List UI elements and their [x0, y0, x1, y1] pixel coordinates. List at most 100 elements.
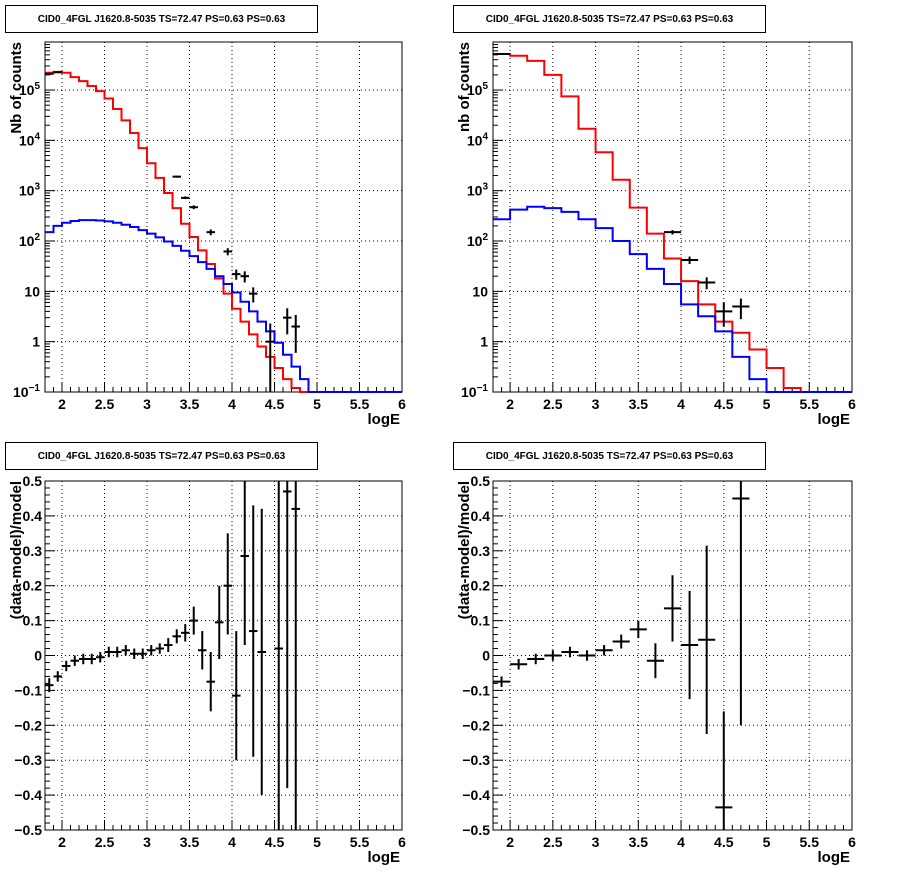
y-tick-label: 0.2 [23, 578, 43, 594]
y-tick-label: 10 [472, 283, 488, 299]
x-tick-label: 6 [398, 396, 406, 412]
x-tick-label: 2.5 [543, 396, 563, 412]
x-tick-label: 3 [143, 396, 151, 412]
x-axis-label: logE [818, 849, 851, 866]
x-tick-label: 4 [228, 396, 236, 412]
data-point [249, 287, 258, 303]
data-point [45, 678, 54, 693]
data-point [147, 645, 156, 656]
data-point [130, 648, 139, 659]
x-tick-label: 5.5 [800, 396, 820, 412]
data-point [283, 308, 292, 335]
y-tick-label: −0.2 [462, 717, 490, 733]
y-tick-label: 105 [19, 81, 41, 98]
data-point [698, 277, 716, 290]
data-point [595, 645, 613, 656]
y-tick-label: 103 [19, 182, 41, 199]
data-point [172, 629, 181, 644]
data-point [104, 646, 113, 658]
data-point [257, 508, 266, 796]
y-tick-label: 10−1 [13, 383, 40, 400]
plot-frame [44, 480, 403, 831]
data-point [612, 634, 630, 649]
y-tick-label: 0.4 [23, 508, 43, 524]
x-tick-label: 5 [313, 396, 321, 412]
y-axis-label: nb of counts [456, 42, 473, 132]
data-point [215, 585, 224, 659]
y-tick-label: 0 [34, 648, 42, 664]
data-point [232, 631, 241, 761]
data-point [223, 248, 232, 256]
data-point [172, 175, 181, 178]
y-tick-label: −0.1 [462, 682, 490, 698]
y-tick-label: −0.5 [462, 822, 490, 838]
data-point [181, 196, 190, 200]
y-tick-label: 104 [467, 131, 489, 148]
data-point [232, 269, 241, 280]
y-tick-label: 0.3 [23, 543, 43, 559]
data-point [715, 711, 733, 830]
y-tick-label: 0 [482, 648, 490, 664]
x-tick-label: 2 [506, 396, 514, 412]
x-tick-label: 3.5 [180, 396, 200, 412]
x-tick-label: 4.5 [265, 834, 285, 850]
x-tick-label: 2 [58, 834, 66, 850]
x-tick-label: 4 [677, 834, 685, 850]
chart-title-bottom-left: CID0_4FGL J1620.8-5035 TS=72.47 PS=0.63 … [5, 442, 318, 470]
data-point [544, 650, 562, 661]
data-point [578, 650, 596, 661]
y-tick-label: 0.2 [471, 578, 491, 594]
data-point [510, 658, 528, 670]
x-tick-label: 5 [763, 396, 771, 412]
y-tick-label: 0.1 [23, 613, 43, 629]
y-tick-label: −0.1 [14, 682, 42, 698]
y-tick-label: 1 [32, 334, 40, 350]
data-point [629, 620, 647, 639]
plot-frame [492, 41, 853, 393]
plot-frame [44, 41, 403, 393]
x-tick-label: 2.5 [95, 834, 115, 850]
data-point [561, 646, 579, 658]
y-tick-label: 10 [24, 283, 40, 299]
data-point [681, 590, 699, 700]
data-point [291, 481, 300, 830]
y-tick-label: −0.5 [14, 822, 42, 838]
data-point [663, 575, 682, 642]
data-point [223, 533, 232, 635]
data-point [663, 230, 682, 235]
y-tick-label: −0.4 [14, 787, 42, 803]
data-point [493, 676, 511, 687]
y-tick-label: 105 [467, 81, 489, 98]
x-axis-label: logE [368, 849, 401, 866]
data-point [138, 648, 147, 659]
y-tick-label: −0.2 [14, 717, 42, 733]
x-tick-label: 2 [506, 834, 514, 850]
source-model-histogram [45, 219, 402, 393]
x-axis-label: logE [818, 411, 851, 428]
data-point [53, 671, 62, 682]
data-point [527, 653, 545, 665]
data-point [79, 653, 88, 665]
x-tick-label: 2 [58, 396, 66, 412]
data-point [283, 481, 292, 789]
y-tick-label: −0.4 [462, 787, 490, 803]
chart-title-top-right: CID0_4FGL J1620.8-5035 TS=72.47 PS=0.63 … [453, 5, 766, 33]
x-tick-label: 5 [313, 834, 321, 850]
data-point [646, 643, 664, 679]
data-point [240, 481, 249, 646]
x-axis-label: logE [368, 411, 401, 428]
x-tick-label: 4 [677, 396, 685, 412]
y-tick-label: 0.3 [471, 543, 491, 559]
y-tick-label: 0.1 [471, 613, 491, 629]
x-tick-label: 3.5 [629, 396, 649, 412]
data-point [164, 638, 173, 653]
data-point [240, 271, 249, 283]
x-tick-label: 5.5 [800, 834, 820, 850]
data-point [274, 481, 283, 830]
x-tick-label: 5.5 [350, 834, 370, 850]
y-tick-label: 104 [19, 131, 41, 148]
